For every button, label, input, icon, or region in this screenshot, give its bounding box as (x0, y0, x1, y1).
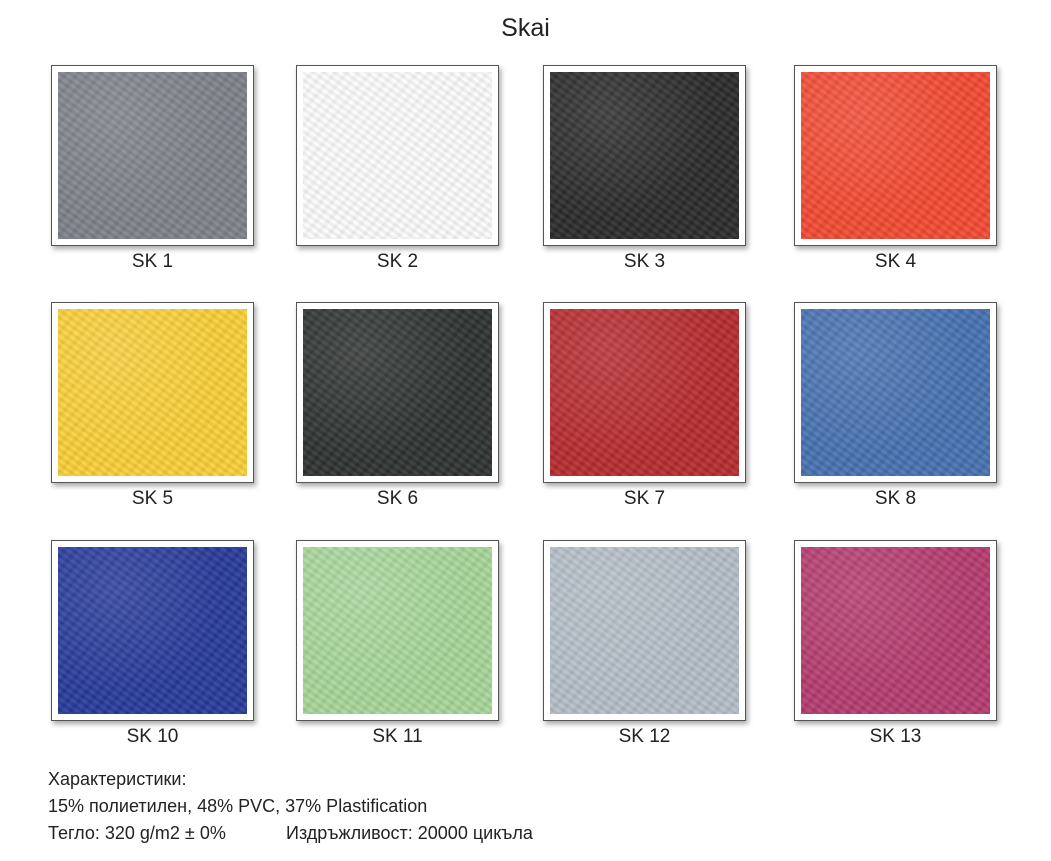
swatch-color (58, 547, 247, 714)
swatch-label: SK 8 (874, 488, 917, 509)
swatch-frame (51, 540, 254, 721)
swatch-label: SK 11 (372, 726, 423, 747)
swatch-label: SK 5 (131, 488, 174, 509)
swatch-color (801, 309, 990, 476)
swatch-frame (794, 302, 997, 483)
swatch-label: SK 2 (376, 251, 419, 272)
swatch-label: SK 4 (874, 251, 917, 272)
swatch-frame (296, 65, 499, 246)
swatch-frame (543, 65, 746, 246)
swatch-label: SK 6 (376, 488, 419, 509)
swatch-frame (51, 65, 254, 246)
swatch-color (550, 547, 739, 714)
footer-weight: Тегло: 320 g/m2 ± 0% (48, 823, 226, 843)
swatch-frame (543, 540, 746, 721)
footer-heading: Характеристики: (48, 769, 187, 789)
swatch-color (58, 72, 247, 239)
swatch-label: SK 12 (618, 726, 671, 747)
swatch-color (58, 309, 247, 476)
swatch-label: SK 3 (623, 251, 666, 272)
swatch-label: SK 7 (623, 488, 666, 509)
swatch-color (303, 547, 492, 714)
swatch-color (801, 72, 990, 239)
swatch-color (303, 72, 492, 239)
swatch-frame (296, 540, 499, 721)
swatch-color (550, 309, 739, 476)
footer-durability: Издръжливост: 20000 цикъла (286, 823, 533, 843)
footer-composition: 15% полиетилен, 48% PVC, 37% Plastificat… (48, 796, 428, 816)
swatch-frame (794, 540, 997, 721)
swatch-color (303, 309, 492, 476)
swatch-label: SK 10 (126, 726, 179, 747)
swatch-frame (543, 302, 746, 483)
swatch-frame (296, 302, 499, 483)
swatch-frame (51, 302, 254, 483)
swatch-frame (794, 65, 997, 246)
swatch-label: SK 13 (869, 726, 922, 747)
swatch-label: SK 1 (131, 251, 174, 272)
swatch-color (801, 547, 990, 714)
swatch-color (550, 72, 739, 239)
page-title: Skai (501, 14, 550, 42)
